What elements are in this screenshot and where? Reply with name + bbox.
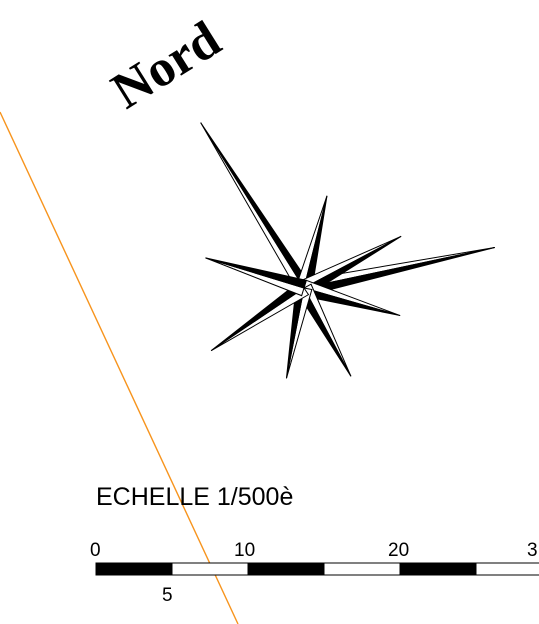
scale-segment <box>171 562 249 576</box>
scale-tick-30: 3 <box>527 540 538 561</box>
scale-title: ECHELLE 1/500è <box>96 483 293 511</box>
scale-segment <box>475 562 539 576</box>
scale-tick-20: 20 <box>388 540 409 561</box>
scale-segment <box>399 562 477 576</box>
scale-segment <box>247 562 325 576</box>
rose-point-w2-dark <box>205 257 307 289</box>
rose-point-north-dark <box>200 122 311 289</box>
north-label: Nord <box>102 11 230 121</box>
scale-tick-0: 0 <box>90 540 101 561</box>
scale-segment <box>323 562 401 576</box>
scale-tick-5: 5 <box>162 585 173 606</box>
boundary-line <box>0 111 239 624</box>
scale-bar <box>95 562 539 576</box>
scale-segment <box>95 562 173 576</box>
compass-rose-icon <box>200 122 495 379</box>
scale-tick-10: 10 <box>234 540 255 561</box>
